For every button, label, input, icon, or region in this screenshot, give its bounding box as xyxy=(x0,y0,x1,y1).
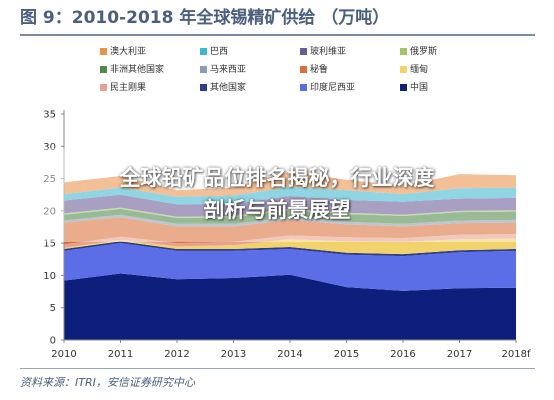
legend-label: 其他国家 xyxy=(210,83,247,93)
legend-item: 民主刚果 xyxy=(100,82,146,94)
legend-swatch xyxy=(400,66,407,73)
legend-swatch xyxy=(100,84,107,91)
area-series-7 xyxy=(64,208,516,224)
area-series-2 xyxy=(64,241,516,257)
legend-item: 巴西 xyxy=(200,46,228,58)
area-series-10 xyxy=(64,187,516,205)
legend-swatch xyxy=(400,84,407,91)
x-tick-label: 2010 xyxy=(51,349,76,360)
area-series-1 xyxy=(64,243,516,291)
legend-swatch xyxy=(200,84,207,91)
x-tick-label: 2018f xyxy=(502,349,531,360)
source-note: 资料来源：ITRI，安信证券研究中心 xyxy=(20,376,195,389)
x-tick-label: 2014 xyxy=(277,349,302,360)
x-tick-label: 2016 xyxy=(390,349,415,360)
y-tick-label: 5 xyxy=(50,303,56,314)
legend-label: 巴西 xyxy=(210,47,229,57)
legend-label: 缅甸 xyxy=(410,65,429,75)
y-tick-label: 15 xyxy=(43,239,56,250)
legend-item: 玻利维亚 xyxy=(300,46,346,58)
legend-label: 俄罗斯 xyxy=(410,47,438,57)
legend-item: 中国 xyxy=(400,82,428,94)
chart-title: 图 9：2010-2018 年全球锡精矿供给 （万吨） xyxy=(20,8,390,28)
legend-item: 秘鲁 xyxy=(300,64,328,76)
legend-swatch xyxy=(100,66,107,73)
x-tick-label: 2013 xyxy=(221,349,246,360)
legend-swatch xyxy=(300,48,307,55)
y-tick-label: 0 xyxy=(50,336,56,347)
area-series-8 xyxy=(64,207,516,218)
legend-item: 俄罗斯 xyxy=(400,46,437,58)
overlay-headline-line1: 全球铅矿品位排名揭秘，行业深度 xyxy=(119,166,435,190)
x-tick-label: 2011 xyxy=(108,349,133,360)
legend-label: 秘鲁 xyxy=(310,65,329,75)
title-divider xyxy=(20,34,535,36)
legend-swatch xyxy=(300,84,307,91)
area-series-6 xyxy=(64,214,516,227)
y-tick-label: 25 xyxy=(43,174,56,185)
area-series-0 xyxy=(64,273,516,340)
legend-label: 马来西亚 xyxy=(210,65,247,75)
legend-swatch xyxy=(200,48,207,55)
legend-item: 印度尼西亚 xyxy=(300,82,355,94)
x-tick-label: 2017 xyxy=(447,349,472,360)
area-series-11 xyxy=(64,171,516,197)
legend-item: 其他国家 xyxy=(200,82,246,94)
legend-label: 中国 xyxy=(410,83,429,93)
legend-swatch xyxy=(300,66,307,73)
area-series-5 xyxy=(64,217,516,245)
legend-label: 澳大利亚 xyxy=(110,47,147,57)
y-tick-label: 20 xyxy=(43,206,56,217)
area-chart: 0 5 10 15 20 25 30 35 2010 2011 2012 2013 2014 2015 20… xyxy=(43,110,531,361)
x-tick-label: 2012 xyxy=(164,349,189,360)
legend-item: 马来西亚 xyxy=(200,64,246,76)
area-series-4 xyxy=(64,234,516,248)
legend-item: 澳大利亚 xyxy=(100,46,146,58)
legend-item: 非洲其他国家 xyxy=(100,64,164,76)
area-series-9 xyxy=(64,194,516,217)
y-tick-label: 35 xyxy=(43,110,56,121)
legend-label: 印度尼西亚 xyxy=(310,83,356,93)
legend-label: 玻利维亚 xyxy=(310,47,347,57)
legend-swatch xyxy=(400,48,407,55)
area-series-3 xyxy=(64,238,516,255)
legend-swatch xyxy=(100,48,107,55)
y-tick-label: 30 xyxy=(43,142,56,153)
x-tick-label: 2015 xyxy=(334,349,359,360)
overlay-headline: 全球铅矿品位排名揭秘，行业深度 剖析与前景展望 xyxy=(0,162,554,226)
legend-label: 非洲其他国家 xyxy=(110,65,165,75)
y-tick-label: 10 xyxy=(43,271,56,282)
legend-item: 缅甸 xyxy=(400,64,428,76)
overlay-headline-line2: 剖析与前景展望 xyxy=(203,198,351,222)
legend-label: 民主刚果 xyxy=(110,83,147,93)
overlay-banner xyxy=(0,148,554,242)
legend-swatch xyxy=(200,66,207,73)
source-divider xyxy=(20,368,535,369)
